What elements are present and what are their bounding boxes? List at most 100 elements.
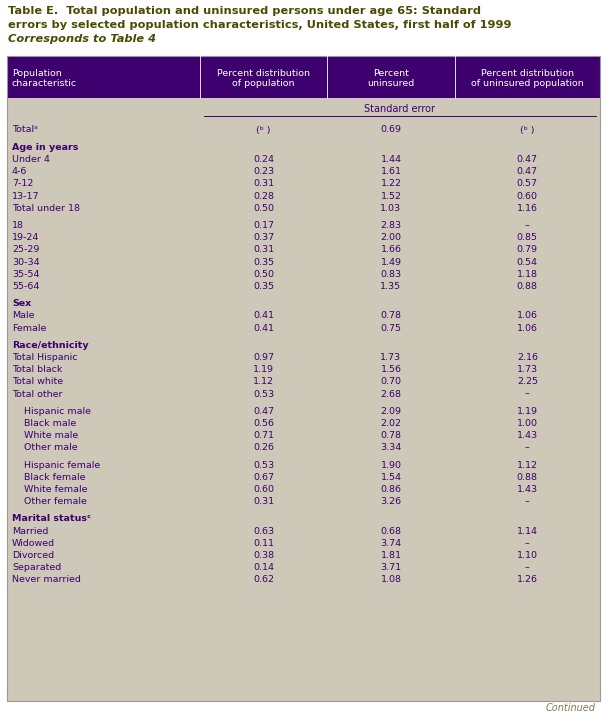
Text: Marital statusᶜ: Marital statusᶜ [12,514,91,523]
Text: 2.25: 2.25 [517,377,538,386]
Text: Black female: Black female [24,473,86,482]
Text: Female: Female [12,323,46,333]
Text: 0.67: 0.67 [253,473,274,482]
Text: –: – [525,221,530,230]
Text: 0.31: 0.31 [253,179,274,189]
Text: Male: Male [12,311,35,320]
Bar [7,56,600,701]
Bar [7,56,600,98]
Text: 55-64: 55-64 [12,282,39,291]
Text: Totalᵃ: Totalᵃ [12,125,38,135]
Text: 1.06: 1.06 [517,311,538,320]
Text: Corresponds to Table 4: Corresponds to Table 4 [8,34,156,44]
Text: Under 4: Under 4 [12,155,50,164]
Text: (ᵇ ): (ᵇ ) [256,125,271,135]
Text: –: – [525,443,530,452]
Text: 0.35: 0.35 [253,282,274,291]
Text: 0.37: 0.37 [253,233,274,242]
Text: White female: White female [24,485,87,494]
Text: Hispanic female: Hispanic female [24,460,100,470]
Text: Divorced: Divorced [12,551,54,560]
Text: 0.86: 0.86 [381,485,401,494]
Text: Total under 18: Total under 18 [12,204,80,213]
Text: Black male: Black male [24,419,76,428]
Text: Percent: Percent [373,69,409,77]
Text: Standard error: Standard error [364,104,435,114]
Text: Percent distribution: Percent distribution [217,69,310,77]
Text: –: – [525,389,530,399]
Text: 7-12: 7-12 [12,179,33,189]
Text: 0.97: 0.97 [253,353,274,362]
Text: 2.00: 2.00 [381,233,401,242]
Text: 0.41: 0.41 [253,311,274,320]
Text: 0.47: 0.47 [517,155,538,164]
Text: 0.68: 0.68 [381,526,401,536]
Text: Sex: Sex [12,299,31,308]
Text: 1.66: 1.66 [381,245,401,255]
Text: 1.52: 1.52 [381,191,401,201]
Text: 0.79: 0.79 [517,245,538,255]
Text: 3.26: 3.26 [381,497,401,506]
Text: 2.16: 2.16 [517,353,538,362]
Text: 0.85: 0.85 [517,233,538,242]
Text: of population: of population [232,78,295,87]
Text: 1.35: 1.35 [381,282,401,291]
Text: Widowed: Widowed [12,538,55,548]
Text: 0.41: 0.41 [253,323,274,333]
Text: 0.56: 0.56 [253,419,274,428]
Text: Continued: Continued [546,703,596,713]
Text: 2.09: 2.09 [381,407,401,416]
Text: 1.81: 1.81 [381,551,401,560]
Text: 0.50: 0.50 [253,270,274,279]
Text: Race/ethnicity: Race/ethnicity [12,341,89,350]
Text: 0.47: 0.47 [517,167,538,176]
Text: 1.12: 1.12 [517,460,538,470]
Text: 0.24: 0.24 [253,155,274,164]
Text: 1.00: 1.00 [517,419,538,428]
Text: 0.53: 0.53 [253,389,274,399]
Text: 18: 18 [12,221,24,230]
Text: 1.73: 1.73 [381,353,401,362]
Text: 1.12: 1.12 [253,377,274,386]
Text: Population: Population [12,69,62,77]
Text: 0.35: 0.35 [253,257,274,267]
Text: 0.75: 0.75 [381,323,401,333]
Text: uninsured: uninsured [367,78,415,87]
Text: 2.83: 2.83 [381,221,401,230]
Text: 0.71: 0.71 [253,431,274,440]
Text: 3.34: 3.34 [381,443,402,452]
Text: Total other: Total other [12,389,63,399]
Text: 1.19: 1.19 [517,407,538,416]
Bar [7,98,600,701]
Text: 1.73: 1.73 [517,365,538,374]
Text: Total Hispanic: Total Hispanic [12,353,78,362]
Text: 0.83: 0.83 [381,270,401,279]
Text: Married: Married [12,526,49,536]
Text: –: – [525,563,530,572]
Text: Table E.  Total population and uninsured persons under age 65: Standard: Table E. Total population and uninsured … [8,6,481,16]
Text: 0.57: 0.57 [517,179,538,189]
Text: 3.71: 3.71 [381,563,401,572]
Text: 30-34: 30-34 [12,257,39,267]
Text: 0.78: 0.78 [381,311,401,320]
Text: Total black: Total black [12,365,63,374]
Text: 3.74: 3.74 [381,538,401,548]
Text: 1.14: 1.14 [517,526,538,536]
Text: 1.06: 1.06 [517,323,538,333]
Text: 19-24: 19-24 [12,233,39,242]
Text: 13-17: 13-17 [12,191,39,201]
Text: 1.56: 1.56 [381,365,401,374]
Text: 0.50: 0.50 [253,204,274,213]
Text: 1.61: 1.61 [381,167,401,176]
Text: 0.47: 0.47 [253,407,274,416]
Text: 0.70: 0.70 [381,377,401,386]
Text: 1.90: 1.90 [381,460,401,470]
Text: 1.49: 1.49 [381,257,401,267]
Text: 0.63: 0.63 [253,526,274,536]
Text: Total white: Total white [12,377,63,386]
Text: Hispanic male: Hispanic male [24,407,91,416]
Text: Never married: Never married [12,575,81,584]
Text: of uninsured population: of uninsured population [471,78,584,87]
Text: 0.31: 0.31 [253,497,274,506]
Text: Other male: Other male [24,443,78,452]
